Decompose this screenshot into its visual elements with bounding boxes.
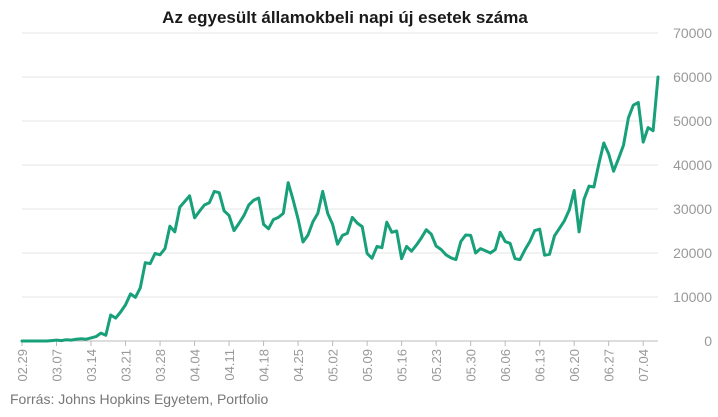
x-tick-label: 02.29 bbox=[15, 349, 30, 382]
y-tick-label: 70000 bbox=[673, 25, 712, 41]
y-tick-label: 50000 bbox=[673, 113, 712, 129]
y-tick-label: 10000 bbox=[673, 289, 712, 305]
series-lines bbox=[20, 75, 660, 343]
y-tick-label: 60000 bbox=[673, 69, 712, 85]
x-tick-label: 04.11 bbox=[222, 349, 237, 381]
x-tick-label: 03.28 bbox=[153, 349, 168, 382]
x-axis-ticks: 02.29 03.07 03.14 03.21 03.28 04.04 04.11 04.18… bbox=[15, 341, 651, 382]
x-tick-label: 03.14 bbox=[84, 349, 99, 382]
y-tick-label: 30000 bbox=[673, 201, 712, 217]
gridlines bbox=[22, 32, 658, 342]
y-tick-label: 0 bbox=[704, 333, 712, 349]
x-tick-label: 04.18 bbox=[257, 349, 272, 382]
x-tick-label: 05.16 bbox=[395, 349, 410, 382]
series-line bbox=[20, 75, 660, 343]
x-tick-label: 05.23 bbox=[429, 349, 444, 382]
x-tick-label: 06.06 bbox=[498, 349, 513, 382]
y-axis-ticks: 0 10000 20000 30000 40000 50000 60000 70000 bbox=[673, 25, 712, 349]
x-tick-label: 03.21 bbox=[119, 349, 134, 382]
x-tick-label: 05.09 bbox=[360, 349, 375, 382]
x-tick-label: 06.20 bbox=[567, 349, 582, 382]
x-tick-label: 04.04 bbox=[188, 349, 203, 382]
x-tick-label: 04.25 bbox=[291, 349, 306, 382]
chart-title: Az egyesült államokbeli napi új esetek s… bbox=[162, 8, 528, 27]
x-tick-label: 06.13 bbox=[533, 349, 548, 382]
y-tick-label: 20000 bbox=[673, 245, 712, 261]
x-tick-label: 05.02 bbox=[326, 349, 341, 382]
source-note: Forrás: Johns Hopkins Egyetem, Portfolio bbox=[10, 391, 269, 407]
x-tick-label: 05.30 bbox=[464, 349, 479, 382]
x-tick-label: 06.27 bbox=[602, 349, 617, 382]
y-tick-label: 40000 bbox=[673, 157, 712, 173]
x-tick-label: 07.04 bbox=[636, 349, 651, 382]
x-tick-label: 03.07 bbox=[50, 349, 65, 382]
